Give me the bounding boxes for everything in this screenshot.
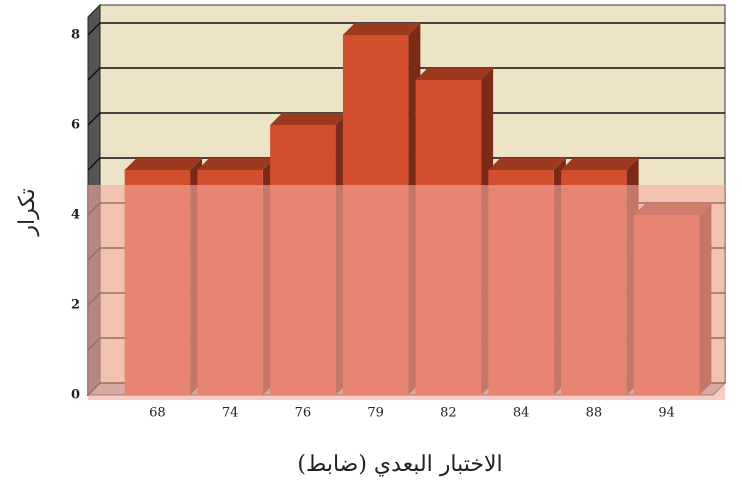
y-axis-label: تكرار (15, 188, 40, 236)
bar-top (270, 113, 348, 125)
x-tick-label: 88 (586, 406, 603, 421)
y-tick-label: 8 (71, 28, 80, 43)
bar-top (415, 68, 494, 80)
y-tick-label: 0 (71, 388, 80, 403)
minor-grid-line (87, 67, 725, 81)
y-tick-label: 6 (71, 118, 80, 133)
watermark-overlay (88, 185, 725, 400)
x-tick-label: 68 (149, 406, 166, 421)
x-tick-label: 74 (222, 406, 239, 421)
x-axis-label: الاختبار البعدي (ضابط) (297, 452, 502, 477)
x-tick-label: 84 (513, 406, 530, 421)
x-tick-label: 76 (295, 406, 312, 421)
bar-top (197, 158, 275, 170)
x-tick-label: 82 (440, 406, 457, 421)
grid-line (87, 112, 725, 126)
bar-top (561, 158, 639, 170)
y-tick-label: 4 (71, 208, 80, 223)
grid-line (87, 22, 725, 36)
bar-top (342, 23, 421, 35)
y-tick-label: 2 (71, 298, 80, 313)
bar-top (488, 158, 566, 170)
bar-top (124, 158, 203, 170)
x-tick-label: 94 (658, 406, 675, 421)
x-tick-label: 79 (367, 406, 384, 421)
